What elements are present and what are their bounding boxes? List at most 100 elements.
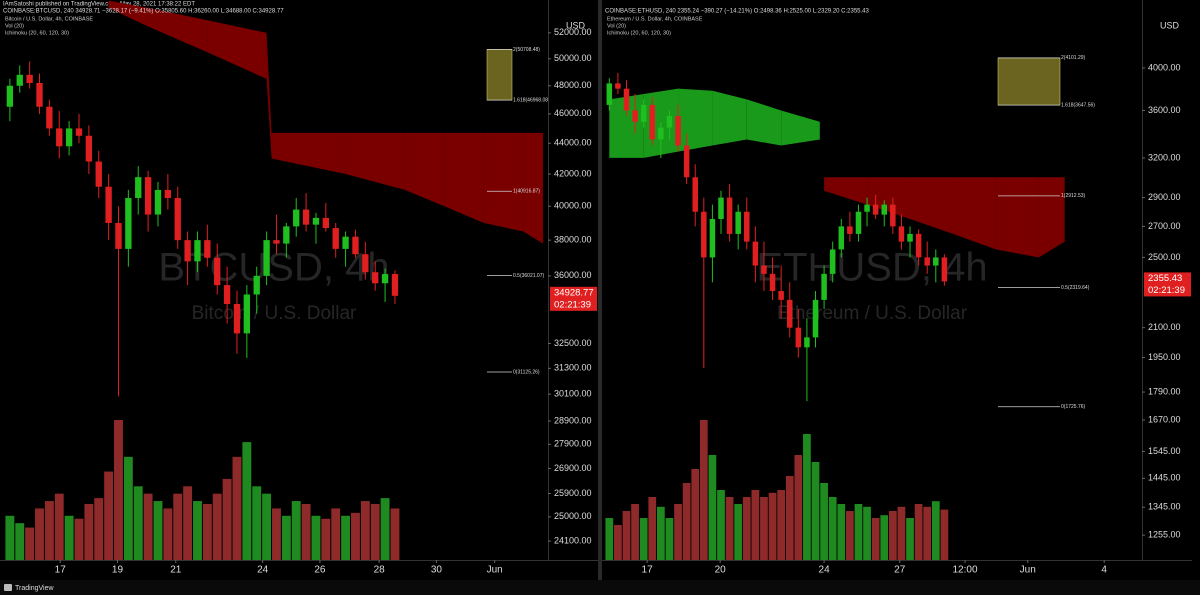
x-tick-label: 4 [1101, 565, 1107, 576]
x-tick-label: 24 [257, 565, 269, 576]
chart-title: Ethereum / U.S. Dollar, 4h, COINBASE [607, 16, 703, 22]
volume-bar [820, 483, 828, 560]
y-tick-label: 2500.00 [1148, 252, 1181, 262]
x-tick-label: 17 [55, 565, 67, 576]
volume-bar [923, 506, 932, 560]
y-tick-label: 26900.00 [554, 463, 592, 473]
y-tick-label: 1950.00 [1148, 352, 1181, 362]
volume-bar [222, 478, 232, 560]
ichimoku-cloud [345, 132, 405, 190]
footer-logo [4, 584, 12, 591]
candle-body [666, 116, 673, 128]
y-tick-label: 42000.00 [554, 168, 592, 178]
candle-body [214, 257, 221, 286]
volume-bar [906, 518, 914, 560]
ichimoku-cloud [995, 177, 1039, 258]
volume-bar [888, 511, 897, 560]
fib-label: 2(4101.29) [1061, 55, 1086, 61]
ichimoku-cloud [1038, 177, 1065, 258]
candle-body [941, 257, 948, 282]
volume-bar [717, 490, 725, 560]
volume-bar [828, 497, 837, 560]
candle-body [615, 83, 621, 89]
volume-bar [104, 471, 114, 560]
volume-bar [742, 497, 751, 560]
volume-bar [863, 506, 871, 560]
volume-bar [301, 504, 311, 560]
y-tick-label: 27900.00 [554, 439, 592, 449]
y-tick-label: 52000.00 [554, 27, 592, 37]
candle-body [915, 233, 922, 258]
candle-body [933, 257, 939, 266]
volume-bar [682, 483, 691, 560]
volume-bar [777, 490, 786, 560]
x-tick-label: 27 [894, 565, 906, 576]
volume-bar [390, 508, 400, 560]
volume-bar [854, 504, 863, 560]
candle-body [174, 198, 181, 241]
volume-bar [691, 469, 700, 560]
ichimoku-cloud [108, 0, 149, 27]
candle-body [283, 226, 290, 244]
x-tick-label: 24 [819, 565, 831, 576]
x-tick-label: 19 [112, 565, 124, 576]
volume-bar [262, 493, 272, 560]
y-tick-label: 38000.00 [554, 235, 592, 245]
candle-body [293, 209, 300, 227]
candle-body [65, 128, 73, 147]
watermark-sub: Bitcoin / U.S. Dollar [192, 303, 357, 324]
y-tick-label: 46000.00 [554, 108, 592, 118]
volume-bar [114, 420, 123, 560]
candle-body [898, 226, 905, 242]
candle-body [855, 211, 862, 234]
volume-bar [811, 462, 820, 560]
candle-body [46, 106, 53, 129]
footer-bar [0, 580, 1200, 595]
candle-body [154, 189, 162, 215]
candle-body [204, 240, 211, 258]
countdown: 02:21:39 [1148, 285, 1185, 296]
candle-body [786, 299, 793, 328]
indicator-label: Ichimoku (20, 60, 120, 30) [607, 30, 671, 36]
ichimoku-cloud [712, 90, 747, 146]
volume-bar [614, 525, 622, 560]
volume-bar [74, 518, 84, 560]
y-tick-label: 48000.00 [554, 80, 592, 90]
countdown: 02:21:39 [554, 299, 591, 310]
ichimoku-cloud [952, 177, 996, 250]
volume-bar [656, 506, 665, 560]
candle-body [184, 240, 191, 262]
footer-brand: TradingView [15, 585, 54, 592]
candle-body [372, 272, 379, 284]
volume-bar [837, 504, 846, 560]
x-tick-label: 26 [314, 565, 326, 576]
candle-body [804, 337, 810, 348]
y-tick-label: 44000.00 [554, 138, 592, 148]
last-price: 2355.43 [1148, 273, 1182, 284]
volume-bar [64, 515, 74, 560]
y-tick-label: 25000.00 [554, 511, 592, 521]
volume-bar [143, 493, 153, 560]
volume-bar [133, 486, 143, 560]
volume-bar [173, 493, 183, 560]
y-tick-label: 1345.00 [1148, 502, 1181, 512]
volume-label: Vol (20) [5, 23, 24, 29]
candle-body [752, 241, 759, 266]
volume-bar [846, 511, 854, 560]
candle-body [362, 254, 369, 273]
candle-body [726, 197, 733, 234]
volume-bar [931, 501, 940, 560]
candle-body [56, 128, 63, 147]
ichimoku-cloud [444, 132, 484, 223]
candle-body [135, 177, 142, 199]
candle-body [692, 177, 698, 212]
volume-bar [5, 515, 15, 560]
y-tick-label: 36000.00 [554, 270, 592, 280]
y-tick-label: 50000.00 [554, 53, 592, 63]
volume-bar [370, 504, 380, 560]
candle-body [144, 177, 152, 215]
candle-body [761, 265, 767, 274]
candle-body [16, 74, 23, 86]
volume-bar [360, 501, 370, 560]
axis-unit: USD [1160, 20, 1180, 30]
